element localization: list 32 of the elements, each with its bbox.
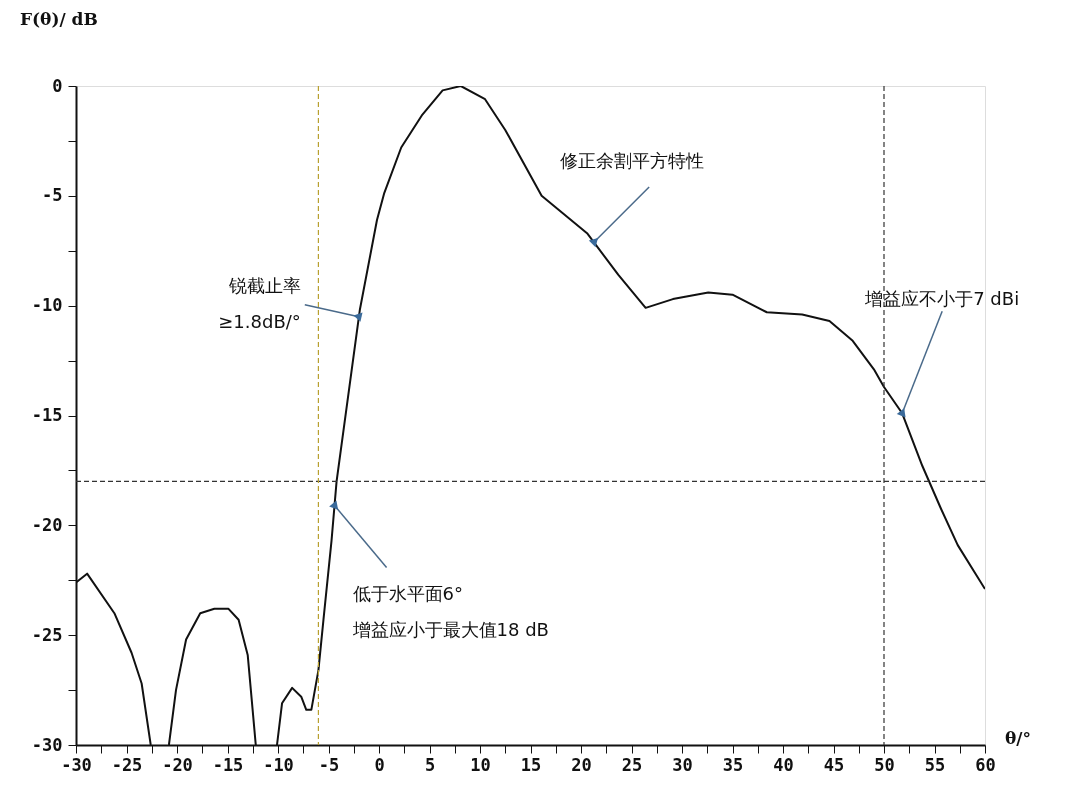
x-tick-label: 30 [672,754,693,775]
x-tick-label: 45 [823,754,845,775]
x-tick-label: 50 [874,754,895,775]
x-tick-label: -30 [61,754,92,775]
annotation: 修正余割平方特性 [560,149,705,171]
x-tick-label: 0 [374,754,385,775]
y-tick-label: -25 [31,624,63,645]
y-tick-label: -15 [31,405,63,425]
annotation: 增益应不小于7 dBi [864,288,1020,310]
x-axis-title: θ/° [1005,728,1032,748]
x-tick-label: -20 [162,754,193,775]
x-tick-label: -10 [263,754,294,775]
x-tick-label: 40 [773,754,794,775]
annotation: 低于水平面6° 增益应小于最大值18 dB [351,582,549,640]
x-tick-label: -15 [212,754,244,775]
x-tick-label: 15 [520,754,542,775]
x-tick-label: -5 [318,754,340,775]
y-tick-label: -30 [31,734,63,755]
annotation: 锐截止率 ≥1.8dB/° [218,274,301,332]
y-tick-label: -10 [31,295,63,316]
x-tick-label: 25 [621,754,643,775]
y-tick-label: 0 [52,75,63,96]
x-tick-label: 10 [470,754,491,775]
y-axis-title: F(θ)/ dB [20,9,98,29]
x-tick-label: 55 [924,754,946,775]
x-tick-label: -25 [111,754,143,775]
x-tick-label: 5 [424,754,436,775]
y-tick-label: -5 [42,185,63,206]
x-tick-label: 35 [722,754,744,775]
x-tick-label: 20 [571,754,592,775]
x-tick-label: 60 [975,754,996,775]
y-tick-label: -20 [31,514,63,535]
